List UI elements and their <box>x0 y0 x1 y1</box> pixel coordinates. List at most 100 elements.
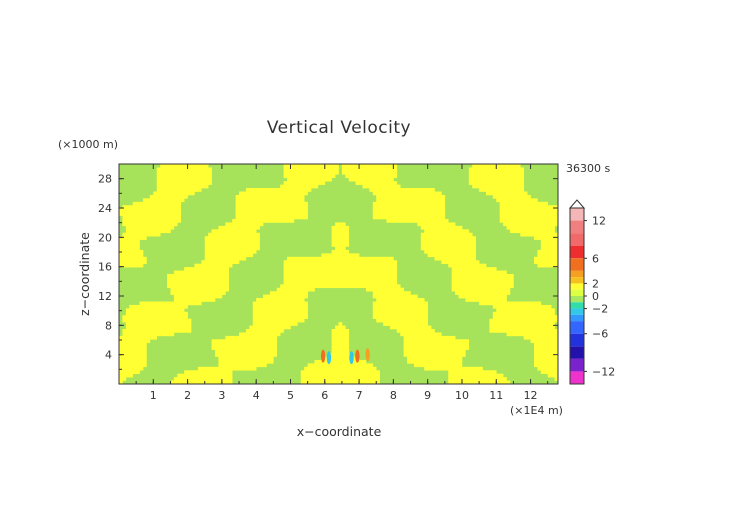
field-cell <box>119 359 147 364</box>
field-cell <box>533 342 558 347</box>
field-cell <box>420 225 463 230</box>
field-cell <box>468 170 524 175</box>
field-cell <box>533 260 558 264</box>
field-cell <box>554 377 558 381</box>
field-cell <box>321 253 360 258</box>
field-cell <box>448 373 504 378</box>
field-cell <box>235 194 305 199</box>
field-cell <box>468 174 524 179</box>
field-cell <box>119 239 140 244</box>
field-cell <box>400 332 442 337</box>
field-cell <box>403 353 466 357</box>
field-cell <box>245 329 284 333</box>
field-cell <box>341 164 398 168</box>
colorbar-tick-label: 6 <box>592 252 599 265</box>
chart-title: Vertical Velocity <box>267 118 411 138</box>
velocity-core <box>365 348 370 362</box>
colorbar-level <box>570 346 584 359</box>
field-cell <box>122 219 182 223</box>
field-cell <box>184 370 233 374</box>
field-cell <box>376 298 425 302</box>
x-tick-label: 9 <box>424 389 431 402</box>
field-cell <box>441 260 480 264</box>
field-cell <box>496 198 538 203</box>
field-cell <box>235 205 308 209</box>
field-cell <box>211 339 278 344</box>
field-cell <box>492 311 555 316</box>
colorbar-level <box>570 245 584 259</box>
field-cell <box>119 353 147 357</box>
field-cell <box>506 332 558 337</box>
field-cell <box>331 225 350 230</box>
field-cell <box>252 322 298 326</box>
field-cell <box>156 167 212 172</box>
colorbar-level <box>570 296 584 303</box>
field-cell <box>540 243 558 247</box>
field-cell <box>520 232 558 237</box>
field-cell <box>403 335 456 340</box>
field-cell <box>331 329 350 333</box>
field-cell <box>328 353 353 357</box>
field-cell <box>252 318 305 323</box>
field-cell <box>283 260 398 264</box>
field-cell <box>533 359 558 364</box>
field-cell <box>283 181 326 185</box>
field-cell <box>389 325 432 330</box>
field-cell <box>492 315 558 319</box>
field-cell <box>143 198 185 203</box>
x-axis-label: x−coordinate <box>297 424 382 439</box>
field-cell <box>451 284 514 289</box>
field-cell <box>420 246 476 251</box>
field-cell <box>119 373 134 378</box>
field-cell <box>245 188 312 192</box>
field-cell <box>153 191 195 196</box>
field-cell <box>232 219 295 223</box>
field-cell <box>331 335 350 340</box>
field-cell <box>300 380 380 384</box>
field-cell <box>417 222 456 227</box>
field-cell <box>451 287 511 292</box>
field-cell <box>451 280 514 285</box>
field-cell <box>194 263 233 268</box>
field-cell <box>496 308 555 313</box>
field-cell <box>499 201 549 206</box>
field-cell <box>122 205 182 209</box>
colorbar-level <box>570 308 584 315</box>
field-cell <box>479 188 525 192</box>
colorbar-tick-label: 12 <box>592 215 606 228</box>
field-cell <box>506 225 555 230</box>
field-cell <box>125 311 188 316</box>
field-cell <box>125 325 192 330</box>
colorbar-tick-label: 2 <box>592 277 599 290</box>
z-tick-label: 20 <box>98 231 112 244</box>
field-cell <box>307 363 374 368</box>
x-axis: 1 2 3 4 5 6 7 8 9 10 11 12 <box>135 164 549 402</box>
x-tick-label: 12 <box>524 389 538 402</box>
field-cell <box>448 370 497 374</box>
field-cell <box>218 356 274 361</box>
z-tick-label: 12 <box>98 290 112 303</box>
field-cell <box>283 267 398 271</box>
field-cell <box>283 174 336 179</box>
field-cell <box>355 181 398 185</box>
field-cell <box>269 291 308 295</box>
colorbar-level <box>570 277 584 284</box>
field-cell <box>537 366 558 371</box>
z-tick-label: 16 <box>98 261 112 274</box>
field-cell <box>300 373 380 378</box>
field-cell <box>451 274 514 278</box>
velocity-core <box>326 351 332 365</box>
velocity-core <box>349 351 354 365</box>
z-tick-label: 24 <box>98 202 112 215</box>
field-cell <box>420 239 476 244</box>
field-cell <box>119 380 123 384</box>
field-cell <box>372 308 428 313</box>
field-cell <box>396 329 435 333</box>
field-cell <box>458 294 507 299</box>
field-cell <box>331 243 350 247</box>
field-cell <box>424 229 470 234</box>
field-cell <box>369 188 435 192</box>
field-cell <box>218 359 274 364</box>
colorbar-level <box>570 283 584 290</box>
field-cell <box>119 249 144 254</box>
